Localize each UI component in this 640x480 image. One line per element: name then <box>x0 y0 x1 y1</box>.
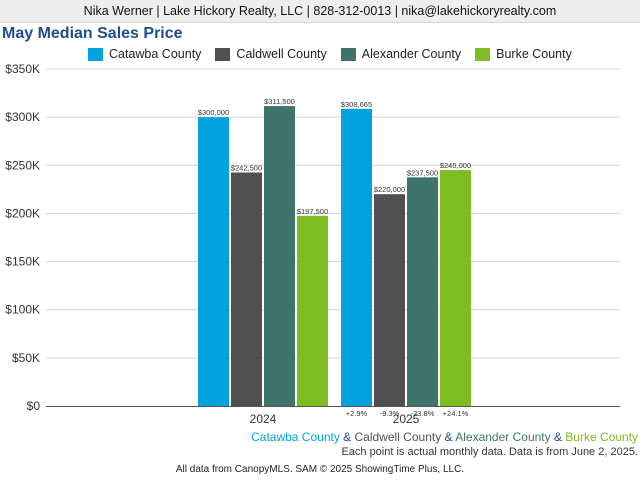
data-label: $197,500 <box>297 207 328 216</box>
data-label: $237,500 <box>407 168 438 177</box>
bar <box>407 177 438 406</box>
data-label: $311,500 <box>264 97 295 106</box>
legend-label: Caldwell County <box>236 47 327 61</box>
y-tick-label: $150K <box>5 255 40 269</box>
bar <box>231 172 262 406</box>
caption-part: & <box>339 430 355 444</box>
y-tick-label: $300K <box>5 110 40 124</box>
y-tick-label: $100K <box>5 303 40 317</box>
data-label: $242,500 <box>231 164 262 173</box>
x-tick-label: 2025 <box>393 412 420 425</box>
y-tick-label: $200K <box>5 206 40 220</box>
change-label: +24.1% <box>443 409 469 418</box>
caption-part: Burke County <box>565 430 638 444</box>
caption-part: Caldwell County <box>354 430 442 444</box>
y-tick-label: $50K <box>12 351 40 365</box>
bar <box>297 215 328 406</box>
data-label: $220,000 <box>374 185 405 194</box>
legend-label: Burke County <box>496 47 572 61</box>
series-caption: Catawba County & Caldwell County & Alexa… <box>251 430 638 444</box>
contact-text: Nika Werner | Lake Hickory Realty, LLC |… <box>83 4 557 18</box>
chart-title: May Median Sales Price <box>2 25 183 42</box>
data-label: $245,000 <box>440 161 471 170</box>
contact-banner: Nika Werner | Lake Hickory Realty, LLC |… <box>0 0 640 23</box>
legend-item: Catawba County <box>88 47 201 61</box>
legend-swatch <box>215 47 231 61</box>
caption-part: Catawba County <box>251 430 340 444</box>
data-label: $300,000 <box>198 108 229 117</box>
change-label: +2.9% <box>346 409 368 418</box>
bar <box>198 117 229 407</box>
change-label: -9.3% <box>380 409 400 418</box>
x-tick-label: 2024 <box>250 412 277 425</box>
y-tick-label: $0 <box>27 399 41 413</box>
legend-label: Alexander County <box>361 47 462 61</box>
y-tick-label: $250K <box>5 158 40 172</box>
legend-swatch <box>88 47 103 61</box>
legend-label: Catawba County <box>109 47 202 61</box>
bar <box>440 170 471 406</box>
bar <box>341 108 372 407</box>
y-tick-label: $350K <box>5 62 40 76</box>
caption-part: Alexander County <box>455 430 551 444</box>
caption-part: & <box>550 430 566 444</box>
footer-credit: All data from CanopyMLS. SAM © 2025 Show… <box>175 464 465 475</box>
legend-item: Burke County <box>475 47 572 61</box>
bar-chart: $0 $50K $100K $150K $200K $250K $300K $350K $300… <box>5 62 620 425</box>
change-label: -23.8% <box>411 409 435 418</box>
chart-legend: Catawba County Caldwell County Alexander C… <box>88 46 586 62</box>
bar <box>264 106 295 406</box>
bar <box>374 194 405 406</box>
legend-item: Caldwell County <box>215 47 327 61</box>
legend-swatch <box>340 47 356 61</box>
data-label: $308,665 <box>341 100 372 109</box>
data-note: Each point is actual monthly data. Data … <box>341 446 638 458</box>
caption-part: & <box>441 430 456 444</box>
legend-swatch <box>475 47 491 61</box>
legend-item: Alexander County <box>340 47 462 61</box>
